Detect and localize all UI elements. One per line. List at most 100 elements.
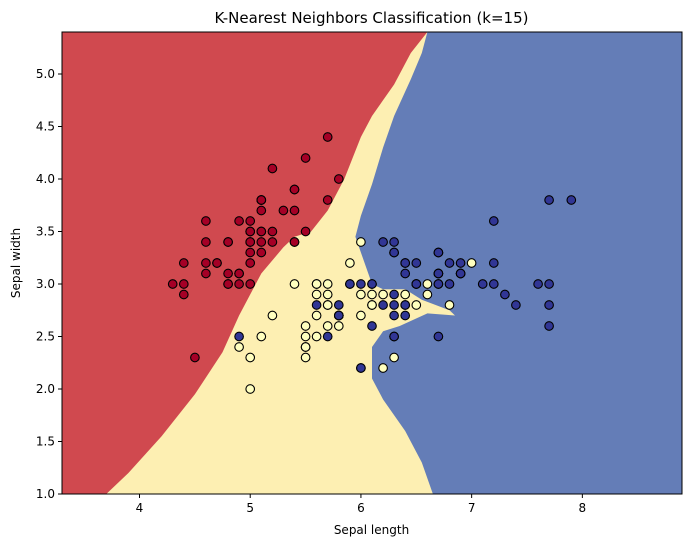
data-points [167, 132, 577, 394]
data-point-red [289, 237, 300, 247]
data-point-yellow [311, 310, 322, 321]
data-point-yellow [311, 279, 322, 289]
data-point-red [267, 237, 278, 247]
data-point-blue [400, 268, 411, 279]
y-tick-label: 1.0 [36, 487, 55, 501]
data-point-blue [533, 279, 543, 289]
data-point-blue [411, 279, 422, 289]
x-tick-label: 7 [468, 501, 476, 515]
data-point-red [278, 205, 289, 216]
data-point-yellow [345, 258, 355, 268]
data-point-blue [234, 331, 244, 342]
data-point-red [333, 174, 344, 184]
data-point-blue [411, 258, 422, 268]
data-point-blue [544, 300, 554, 310]
data-point-red [167, 279, 178, 289]
data-point-blue [389, 289, 399, 300]
data-point-yellow [300, 342, 311, 352]
data-point-red [256, 237, 267, 247]
data-point-yellow [245, 384, 256, 394]
data-point-red [289, 205, 300, 216]
data-point-red [256, 226, 267, 237]
x-tick-label: 5 [246, 501, 254, 515]
data-point-red [178, 289, 189, 300]
data-point-blue [500, 289, 510, 300]
data-point-blue [455, 258, 466, 268]
data-point-yellow [356, 237, 366, 247]
region-red [62, 32, 428, 494]
data-point-yellow [356, 310, 366, 321]
data-point-blue [333, 310, 344, 321]
data-point-yellow [300, 352, 311, 363]
data-point-blue [356, 363, 366, 373]
data-point-red [234, 216, 244, 226]
data-point-blue [378, 237, 388, 247]
data-point-blue [544, 279, 554, 289]
data-point-blue [444, 279, 455, 289]
data-point-blue [322, 331, 333, 342]
plot-frame [61, 31, 683, 495]
data-point-yellow [234, 342, 244, 352]
data-point-blue [433, 268, 444, 279]
data-point-blue [400, 258, 411, 268]
region-blue [355, 32, 682, 494]
data-point-blue [477, 279, 488, 289]
data-point-yellow [400, 289, 411, 300]
data-point-yellow [356, 289, 366, 300]
data-point-yellow [311, 289, 322, 300]
data-point-red [267, 226, 278, 237]
data-point-blue [389, 310, 399, 321]
data-point-yellow [411, 300, 422, 310]
data-point-red [245, 237, 256, 247]
y-tick-label: 3.0 [36, 277, 55, 291]
x-tick-label: 4 [136, 501, 144, 515]
data-point-red [201, 216, 211, 226]
data-point-yellow [322, 289, 333, 300]
data-point-blue [311, 300, 322, 310]
x-axis-label: Sepal length [334, 523, 409, 537]
data-point-yellow [444, 300, 455, 310]
data-point-blue [444, 258, 455, 268]
y-tick-label: 4.0 [36, 172, 55, 186]
data-point-yellow [300, 321, 311, 331]
data-point-red [256, 205, 267, 216]
y-axis-ticks: 1.0 1.5 2.0 2.5 3.0 3.5 4.0 4.5 5.0 [36, 67, 62, 501]
data-point-red [223, 268, 233, 279]
data-point-red [178, 279, 189, 289]
data-point-red [190, 352, 200, 363]
data-point-yellow [333, 321, 344, 331]
data-point-yellow [378, 363, 388, 373]
data-point-red [178, 258, 189, 268]
data-point-red [245, 247, 256, 258]
data-point-yellow [466, 258, 477, 268]
y-tick-label: 2.0 [36, 382, 55, 396]
data-point-blue [367, 321, 377, 331]
data-point-yellow [378, 289, 388, 300]
data-point-yellow [322, 321, 333, 331]
x-tick-label: 8 [579, 501, 587, 515]
data-point-red [245, 216, 256, 226]
data-point-yellow [322, 279, 333, 289]
y-tick-label: 2.5 [36, 330, 55, 344]
data-point-blue [433, 279, 444, 289]
data-point-blue [544, 195, 554, 205]
data-point-blue [345, 279, 355, 289]
data-point-blue [389, 237, 399, 247]
data-point-red [267, 163, 278, 174]
data-point-yellow [245, 352, 256, 363]
data-point-yellow [289, 279, 300, 289]
data-point-blue [400, 300, 411, 310]
decision-regions [62, 32, 682, 494]
data-point-blue [389, 300, 399, 310]
data-point-blue [455, 268, 466, 279]
data-point-red [201, 268, 211, 279]
data-point-yellow [311, 331, 322, 342]
data-point-blue [389, 247, 399, 258]
data-point-red [201, 258, 211, 268]
data-point-yellow [367, 300, 377, 310]
data-point-yellow [422, 289, 433, 300]
data-point-red [322, 132, 333, 142]
data-point-red [245, 279, 256, 289]
data-point-blue [400, 310, 411, 321]
